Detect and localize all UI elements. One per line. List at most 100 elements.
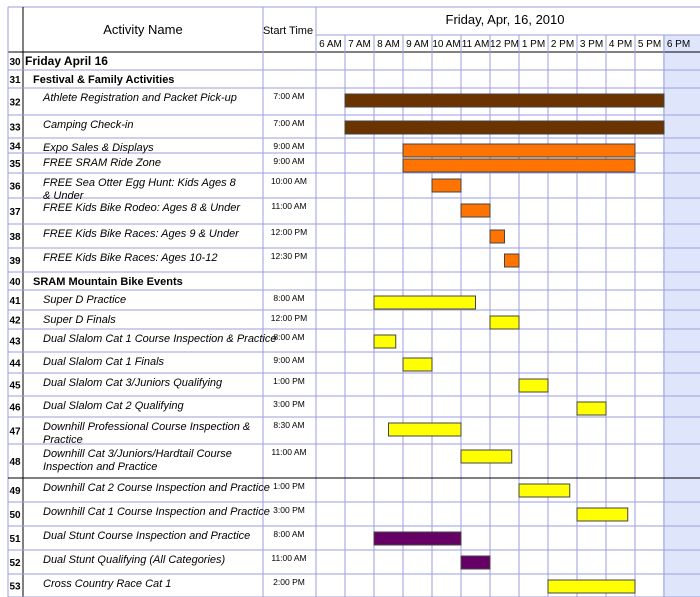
activity-name: Friday April 16: [25, 54, 108, 68]
row-number: 41: [9, 296, 21, 307]
row-number: 47: [9, 427, 21, 438]
activity-bar: [460, 203, 491, 218]
row-number: 53: [9, 582, 21, 593]
activity-name: Cross Country Race Cat 1: [43, 578, 171, 590]
activity-name: Festival & Family Activities: [33, 74, 174, 86]
bars-layer: [344, 93, 665, 594]
row-number: 52: [9, 558, 21, 569]
activity-bar: [576, 507, 629, 522]
start-time: 8:30 AM: [273, 420, 304, 430]
hour-label: 4 PM: [609, 39, 632, 50]
start-time: 12:00 PM: [271, 227, 307, 237]
activity-bar: [373, 295, 476, 310]
activity-bar: [373, 334, 397, 349]
hour-label: 6 PM: [667, 39, 690, 50]
activity-bar: [344, 93, 665, 108]
start-time: 11:00 AM: [271, 553, 306, 563]
start-time: 8:00 AM: [273, 529, 304, 539]
shaded-column: [663, 35, 700, 597]
row-number: 36: [9, 182, 21, 193]
row-number: 31: [9, 75, 21, 86]
activity-bar: [460, 449, 513, 464]
start-time: 1:00 PM: [273, 481, 305, 491]
start-time: 7:00 AM: [273, 118, 304, 128]
row-number: 33: [9, 123, 21, 134]
activity-bar: [373, 531, 462, 546]
activity-name: Dual Stunt Qualifying (All Categories): [43, 554, 226, 566]
start-time: 3:00 PM: [273, 505, 305, 515]
row-number: 35: [9, 159, 21, 170]
hour-label: 11 AM: [462, 39, 490, 50]
start-time: 9:00 AM: [273, 355, 304, 365]
hour-labels: 6 AM 7 AM 8 AM 9 AM 10 AM 11 AM 12 PM 1 PM 2 PM 3…: [319, 39, 690, 50]
activity-bar: [402, 143, 636, 158]
row-number: 32: [9, 98, 21, 109]
hour-label: 7 AM: [348, 39, 371, 50]
start-time: 9:00 AM: [273, 141, 304, 151]
hour-label: 5 PM: [638, 39, 661, 50]
activity-name: Dual Slalom Cat 1 Finals: [43, 356, 165, 368]
start-time: 3:00 PM: [273, 399, 305, 409]
activity-name: Athlete Registration and Packet Pick-up: [42, 92, 237, 104]
hour-label: 1 PM: [522, 39, 545, 50]
hour-label: 2 PM: [551, 39, 574, 50]
row-number: 39: [9, 256, 21, 267]
hour-label: 12 PM: [490, 39, 519, 50]
activity-bar: [518, 378, 549, 393]
activity-bar: [460, 555, 491, 570]
activity-name: Downhill Cat 3/Juniors/Hardtail Course In…: [43, 448, 232, 473]
start-time: 11:00 AM: [271, 447, 306, 457]
hour-label: 6 AM: [319, 39, 342, 50]
activity-name: Dual Slalom Cat 1 Course Inspection & Pr…: [43, 333, 277, 345]
row-number: 46: [9, 403, 21, 414]
activity-bar: [504, 253, 520, 268]
activity-bar: [388, 422, 462, 437]
start-time: 7:00 AM: [273, 91, 304, 101]
activity-name: Downhill Cat 1 Course Inspection and Pra…: [43, 506, 270, 518]
row-number: 50: [9, 510, 21, 521]
activity-bar: [489, 315, 520, 330]
start-time: 11:00 AM: [271, 201, 306, 211]
row-number: 48: [9, 457, 21, 468]
hour-label: 9 AM: [406, 39, 429, 50]
hour-label: 3 PM: [580, 39, 603, 50]
row-number: 43: [9, 337, 21, 348]
start-time: 9:00 AM: [273, 156, 304, 166]
start-time: 12:30 PM: [271, 251, 307, 261]
activity-name: FREE Kids Bike Races: Ages 10-12: [43, 252, 217, 264]
row-number: 51: [9, 534, 21, 545]
start-time: 8:00 AM: [273, 332, 304, 342]
start-time: 1:00 PM: [273, 376, 305, 386]
activity-name: Expo Sales & Displays: [43, 142, 154, 154]
hour-label: 10 AM: [432, 39, 460, 50]
activity-bar: [576, 401, 607, 416]
activity-name: Camping Check-in: [43, 119, 133, 131]
activity-bar: [489, 229, 505, 244]
row-number: 30: [9, 57, 21, 68]
activity-name: SRAM Mountain Bike Events: [33, 276, 183, 288]
row-number: 42: [9, 316, 21, 327]
activity-name: FREE SRAM Ride Zone: [43, 157, 161, 169]
row-number: 44: [9, 359, 21, 370]
activity-bar: [402, 158, 636, 173]
activity-name: Dual Slalom Cat 3/Juniors Qualifying: [43, 377, 223, 389]
activity-name: Dual Stunt Course Inspection and Practic…: [43, 530, 250, 542]
activity-bar: [547, 579, 636, 594]
activity-name: Downhill Professional Course Inspection …: [43, 421, 250, 446]
date-header: Friday, Apr, 16, 2010: [446, 12, 565, 27]
activity-bar: [518, 483, 571, 498]
activity-name: Dual Slalom Cat 2 Qualifying: [43, 400, 185, 412]
row-number: 38: [9, 232, 21, 243]
start-time: 10:00 AM: [271, 176, 307, 186]
row-number: 37: [9, 207, 21, 218]
activity-name-header: Activity Name: [103, 22, 182, 37]
activity-bar: [431, 178, 462, 193]
activity-name: Downhill Cat 2 Course Inspection and Pra…: [43, 482, 270, 494]
activity-name: FREE Kids Bike Races: Ages 9 & Under: [43, 228, 240, 240]
activity-bar: [402, 357, 433, 372]
row-number: 49: [9, 486, 21, 497]
activity-name: FREE Kids Bike Rodeo: Ages 8 & Under: [43, 202, 241, 214]
row-number: 40: [9, 277, 21, 288]
start-time-header: Start Time: [263, 25, 313, 37]
